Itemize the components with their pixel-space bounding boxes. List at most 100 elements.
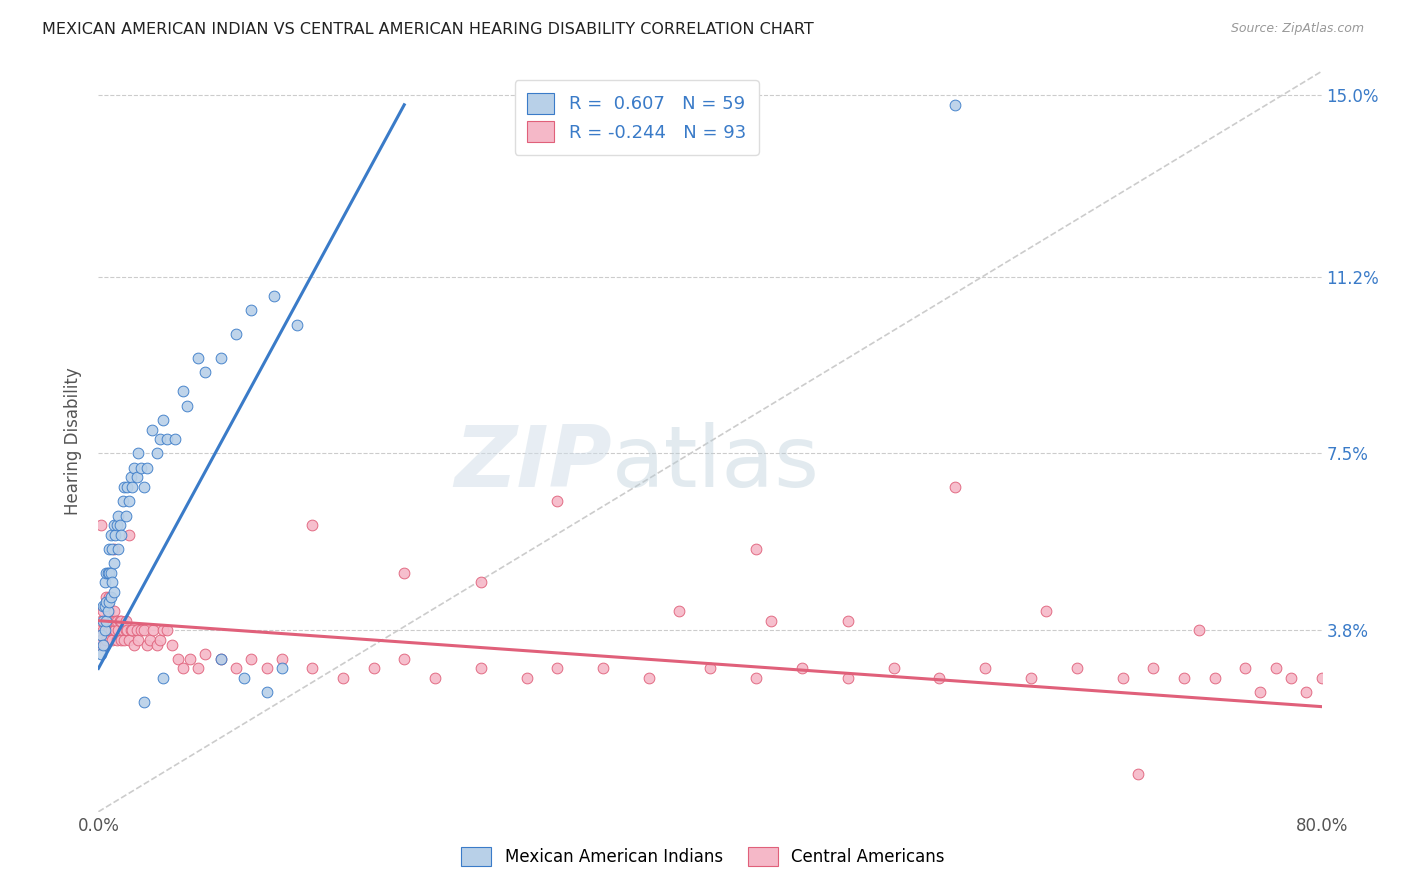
Point <box>90 647 112 661</box>
Point <box>122 460 145 475</box>
Point <box>94 614 117 628</box>
Point <box>1019 671 1042 685</box>
Point <box>152 624 174 638</box>
Point <box>97 614 120 628</box>
Point <box>117 480 139 494</box>
Point <box>1234 661 1257 675</box>
Point <box>141 423 163 437</box>
Point <box>103 557 125 571</box>
Point <box>97 604 120 618</box>
Point <box>1249 685 1271 699</box>
Point <box>136 638 159 652</box>
Point <box>156 432 179 446</box>
Point <box>1066 661 1088 675</box>
Point <box>172 384 194 399</box>
Point <box>115 508 138 523</box>
Point <box>93 575 115 590</box>
Y-axis label: Hearing Disability: Hearing Disability <box>65 368 83 516</box>
Point <box>187 661 209 675</box>
Point <box>883 661 905 675</box>
Point <box>1112 671 1135 685</box>
Point <box>93 614 115 628</box>
Point <box>103 624 125 638</box>
Point <box>105 614 128 628</box>
Point <box>134 624 156 638</box>
Point <box>100 566 122 580</box>
Point <box>301 518 323 533</box>
Point <box>1264 661 1286 675</box>
Point <box>187 351 209 365</box>
Point <box>256 661 278 675</box>
Point <box>90 632 112 647</box>
Point <box>136 460 159 475</box>
Point <box>745 541 768 556</box>
Point <box>1035 604 1057 618</box>
Point <box>943 480 966 494</box>
Legend: Mexican American Indians, Central Americans: Mexican American Indians, Central Americ… <box>453 838 953 875</box>
Point <box>270 661 292 675</box>
Point <box>94 566 117 580</box>
Point <box>263 289 285 303</box>
Point <box>470 661 492 675</box>
Point <box>111 494 134 508</box>
Point <box>270 652 292 666</box>
Point <box>120 624 142 638</box>
Point <box>285 318 308 332</box>
Point <box>699 661 721 675</box>
Point <box>127 632 149 647</box>
Point <box>103 604 125 618</box>
Point <box>392 652 416 666</box>
Point <box>91 614 114 628</box>
Point <box>101 614 124 628</box>
Point <box>149 432 172 446</box>
Point <box>974 661 997 675</box>
Point <box>332 671 354 685</box>
Point <box>121 624 143 638</box>
Point <box>105 632 128 647</box>
Text: ZIP: ZIP <box>454 422 612 505</box>
Point <box>100 590 122 604</box>
Point <box>134 695 156 709</box>
Point <box>104 527 127 541</box>
Point <box>104 624 127 638</box>
Point <box>100 624 122 638</box>
Point <box>156 624 179 638</box>
Point <box>91 604 114 618</box>
Point <box>115 624 138 638</box>
Point <box>129 624 152 638</box>
Point <box>745 671 768 685</box>
Point <box>97 566 120 580</box>
Point <box>637 671 661 685</box>
Point <box>837 671 859 685</box>
Point <box>112 632 135 647</box>
Point <box>94 632 117 647</box>
Point <box>118 527 141 541</box>
Point <box>392 566 416 580</box>
Point <box>91 599 114 614</box>
Point <box>1173 671 1195 685</box>
Point <box>90 628 112 642</box>
Point <box>194 647 217 661</box>
Point <box>1142 661 1164 675</box>
Point <box>118 494 141 508</box>
Point <box>516 671 538 685</box>
Point <box>163 432 186 446</box>
Point <box>97 624 120 638</box>
Point <box>142 624 165 638</box>
Point <box>546 494 568 508</box>
Point <box>98 604 121 618</box>
Point <box>152 671 174 685</box>
Point <box>759 614 782 628</box>
Point <box>105 518 128 533</box>
Point <box>423 671 446 685</box>
Point <box>470 575 492 590</box>
Point <box>115 614 138 628</box>
Point <box>145 446 167 460</box>
Point <box>209 351 232 365</box>
Point <box>89 638 111 652</box>
Point <box>103 585 125 599</box>
Point <box>225 327 247 342</box>
Point <box>100 527 122 541</box>
Point <box>592 661 614 675</box>
Point <box>90 518 112 533</box>
